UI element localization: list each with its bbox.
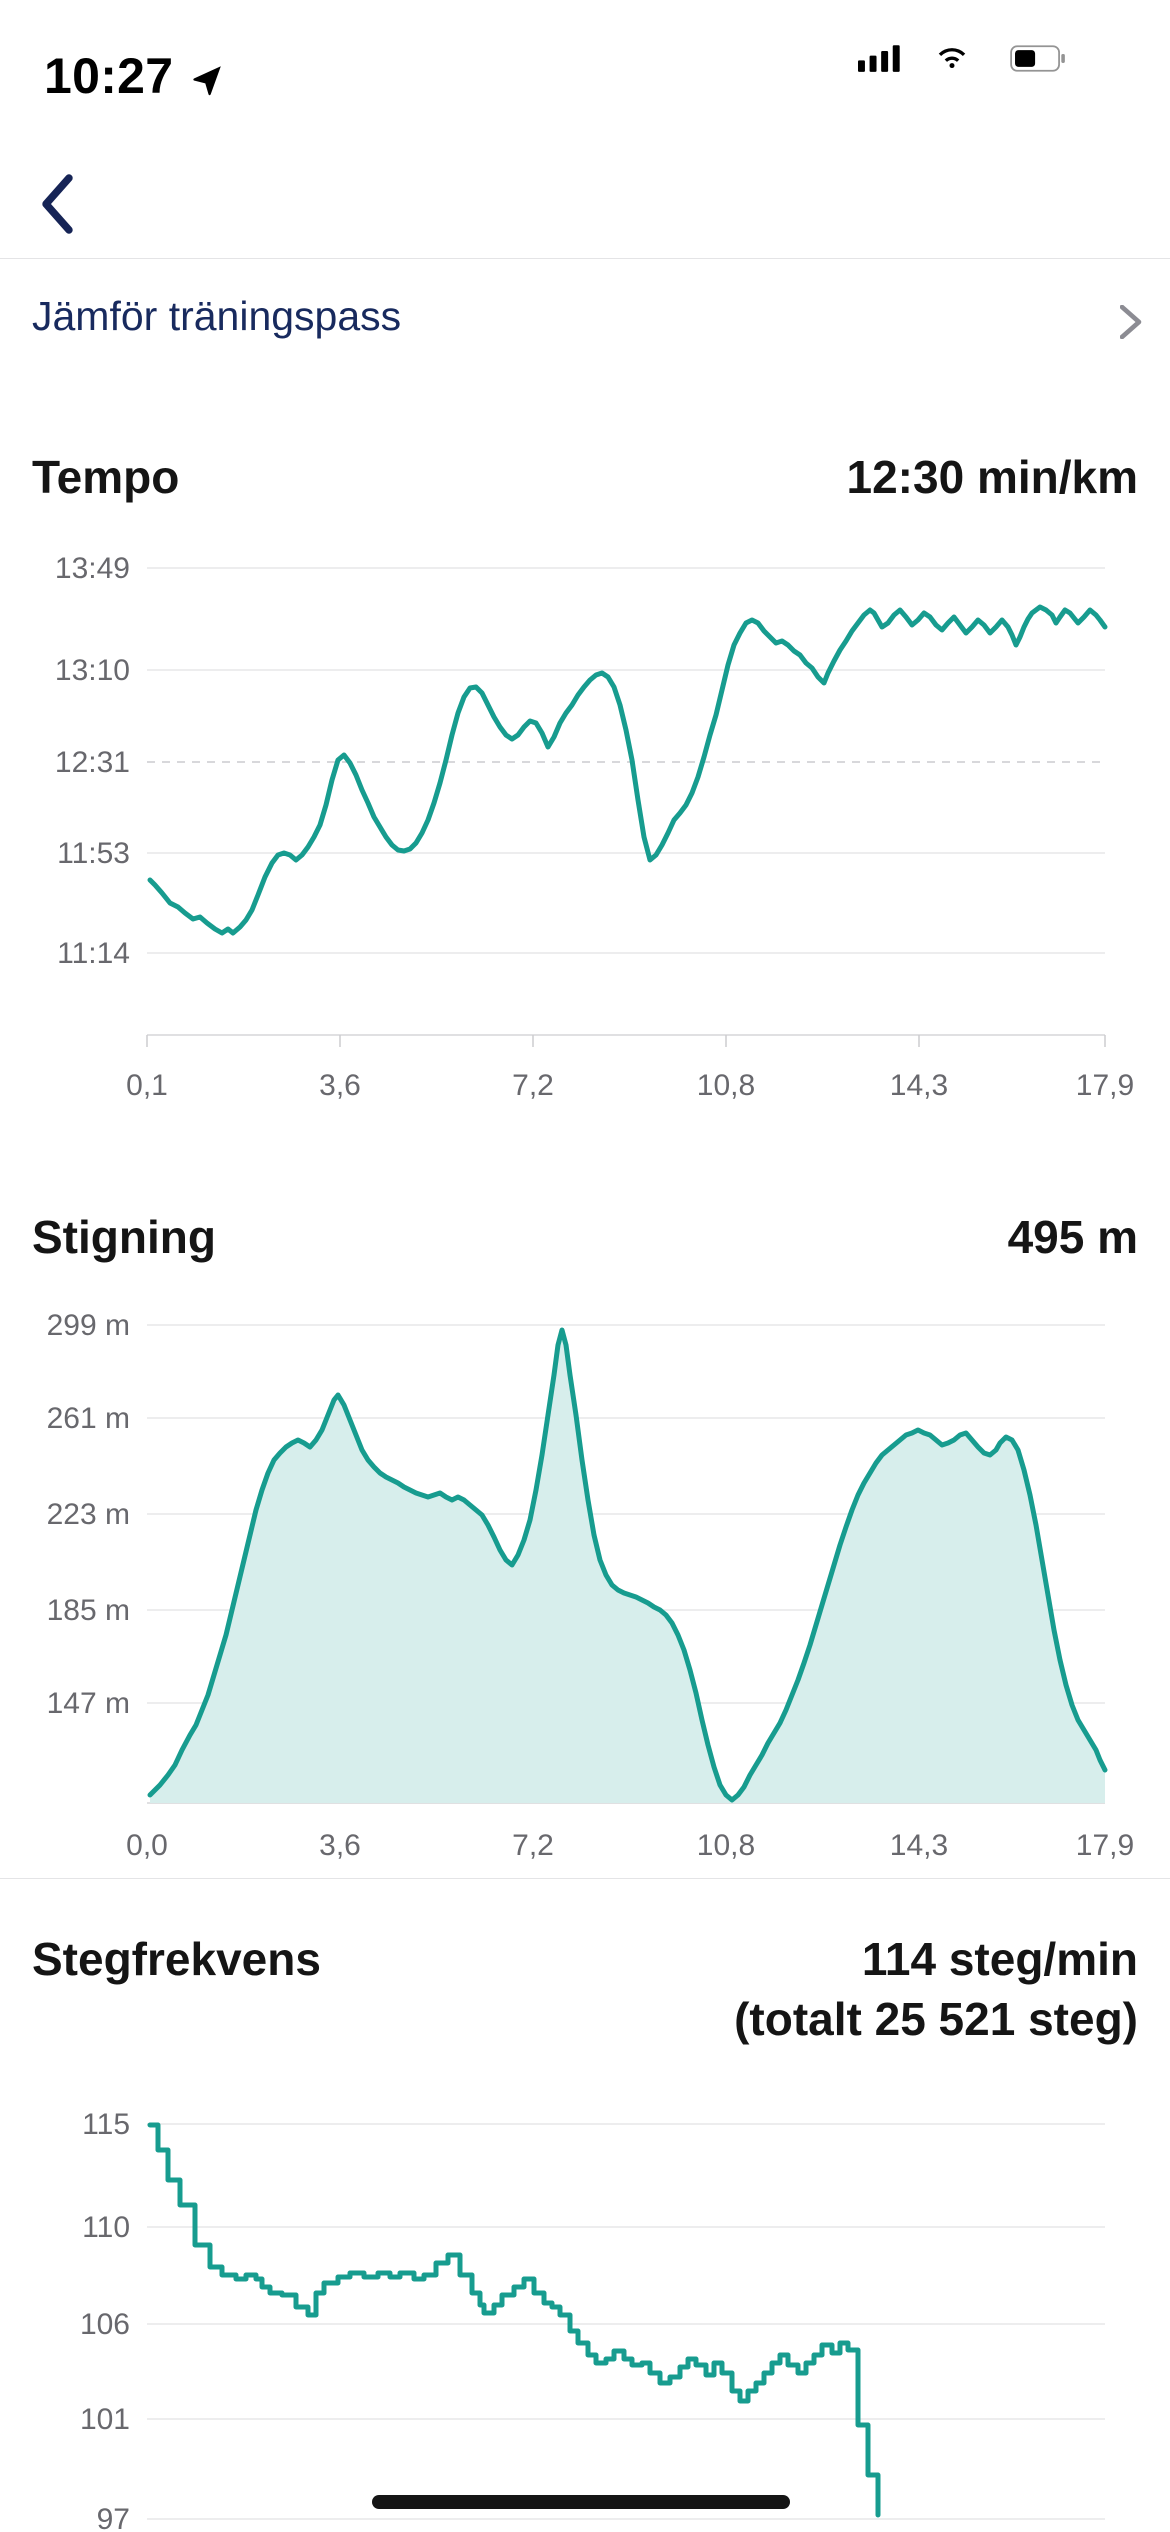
svg-text:97: 97 xyxy=(97,2503,130,2532)
svg-text:0,0: 0,0 xyxy=(126,1829,168,1862)
svg-text:11:14: 11:14 xyxy=(57,937,130,970)
svg-text:11:53: 11:53 xyxy=(57,837,130,870)
svg-text:7,2: 7,2 xyxy=(512,1829,554,1862)
svg-text:185 m: 185 m xyxy=(47,1594,130,1627)
svg-text:17,9: 17,9 xyxy=(1076,1829,1134,1862)
svg-text:106: 106 xyxy=(80,2308,130,2341)
svg-text:12:31: 12:31 xyxy=(55,746,130,779)
svg-text:13:49: 13:49 xyxy=(55,555,130,585)
svg-text:101: 101 xyxy=(80,2403,130,2436)
svg-text:147 m: 147 m xyxy=(47,1687,130,1720)
svg-text:10,8: 10,8 xyxy=(697,1829,755,1862)
svg-text:110: 110 xyxy=(82,2211,130,2244)
svg-text:3,6: 3,6 xyxy=(319,1829,361,1862)
svg-text:13:10: 13:10 xyxy=(55,654,130,687)
svg-text:115: 115 xyxy=(82,2108,130,2141)
svg-text:261 m: 261 m xyxy=(47,1402,130,1435)
svg-text:223 m: 223 m xyxy=(47,1498,130,1531)
svg-text:14,3: 14,3 xyxy=(890,1829,948,1862)
svg-text:299 m: 299 m xyxy=(47,1309,130,1342)
